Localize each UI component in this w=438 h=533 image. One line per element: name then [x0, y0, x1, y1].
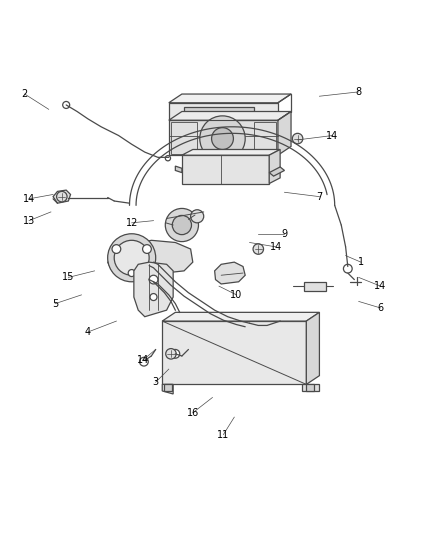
Circle shape [200, 116, 245, 161]
Circle shape [112, 245, 121, 253]
Polygon shape [169, 120, 278, 155]
Text: 15: 15 [62, 272, 74, 282]
Circle shape [149, 275, 158, 284]
Polygon shape [306, 312, 319, 384]
Polygon shape [162, 384, 173, 394]
Circle shape [63, 101, 70, 108]
Text: 1: 1 [358, 257, 364, 267]
Text: 10: 10 [230, 290, 243, 300]
Text: 7: 7 [316, 192, 322, 201]
Text: 14: 14 [374, 281, 387, 291]
Circle shape [108, 234, 155, 282]
Text: 8: 8 [356, 87, 362, 97]
Text: 13: 13 [23, 216, 35, 225]
Polygon shape [169, 103, 278, 120]
Polygon shape [162, 312, 319, 321]
Polygon shape [169, 111, 291, 120]
Circle shape [114, 240, 149, 275]
Circle shape [165, 208, 198, 241]
Polygon shape [175, 166, 182, 173]
Circle shape [150, 294, 157, 301]
Text: 12: 12 [126, 218, 138, 228]
Polygon shape [162, 321, 306, 384]
Text: 5: 5 [52, 298, 58, 309]
Bar [164, 384, 172, 391]
Polygon shape [182, 155, 269, 183]
Circle shape [57, 191, 67, 202]
Polygon shape [278, 111, 291, 155]
Text: 14: 14 [270, 242, 282, 252]
Bar [184, 107, 254, 116]
Polygon shape [269, 167, 285, 176]
Circle shape [128, 270, 135, 277]
Polygon shape [269, 149, 280, 183]
Circle shape [253, 244, 264, 254]
Circle shape [172, 215, 191, 235]
Text: 6: 6 [378, 303, 384, 313]
Polygon shape [304, 282, 326, 290]
Polygon shape [302, 384, 319, 391]
Polygon shape [108, 240, 193, 273]
Text: 4: 4 [85, 327, 91, 337]
Text: 3: 3 [152, 377, 159, 387]
Polygon shape [134, 262, 173, 317]
Text: 11: 11 [217, 430, 230, 440]
Text: 14: 14 [23, 194, 35, 204]
Polygon shape [182, 149, 280, 155]
Bar [171, 122, 197, 154]
Circle shape [343, 264, 352, 273]
Bar [254, 122, 276, 154]
Circle shape [166, 349, 176, 359]
Circle shape [165, 156, 170, 161]
Circle shape [143, 245, 151, 253]
Text: 9: 9 [282, 229, 288, 239]
Circle shape [212, 128, 233, 149]
Circle shape [191, 210, 204, 223]
Text: 14: 14 [137, 356, 149, 365]
Circle shape [292, 133, 303, 144]
Polygon shape [215, 262, 245, 284]
Bar [306, 384, 314, 391]
Circle shape [58, 193, 65, 200]
Text: 14: 14 [326, 131, 339, 141]
Text: 2: 2 [21, 89, 28, 99]
Circle shape [140, 357, 148, 366]
Polygon shape [53, 190, 71, 203]
Text: 16: 16 [187, 408, 199, 418]
Polygon shape [169, 94, 291, 103]
Circle shape [171, 350, 180, 358]
